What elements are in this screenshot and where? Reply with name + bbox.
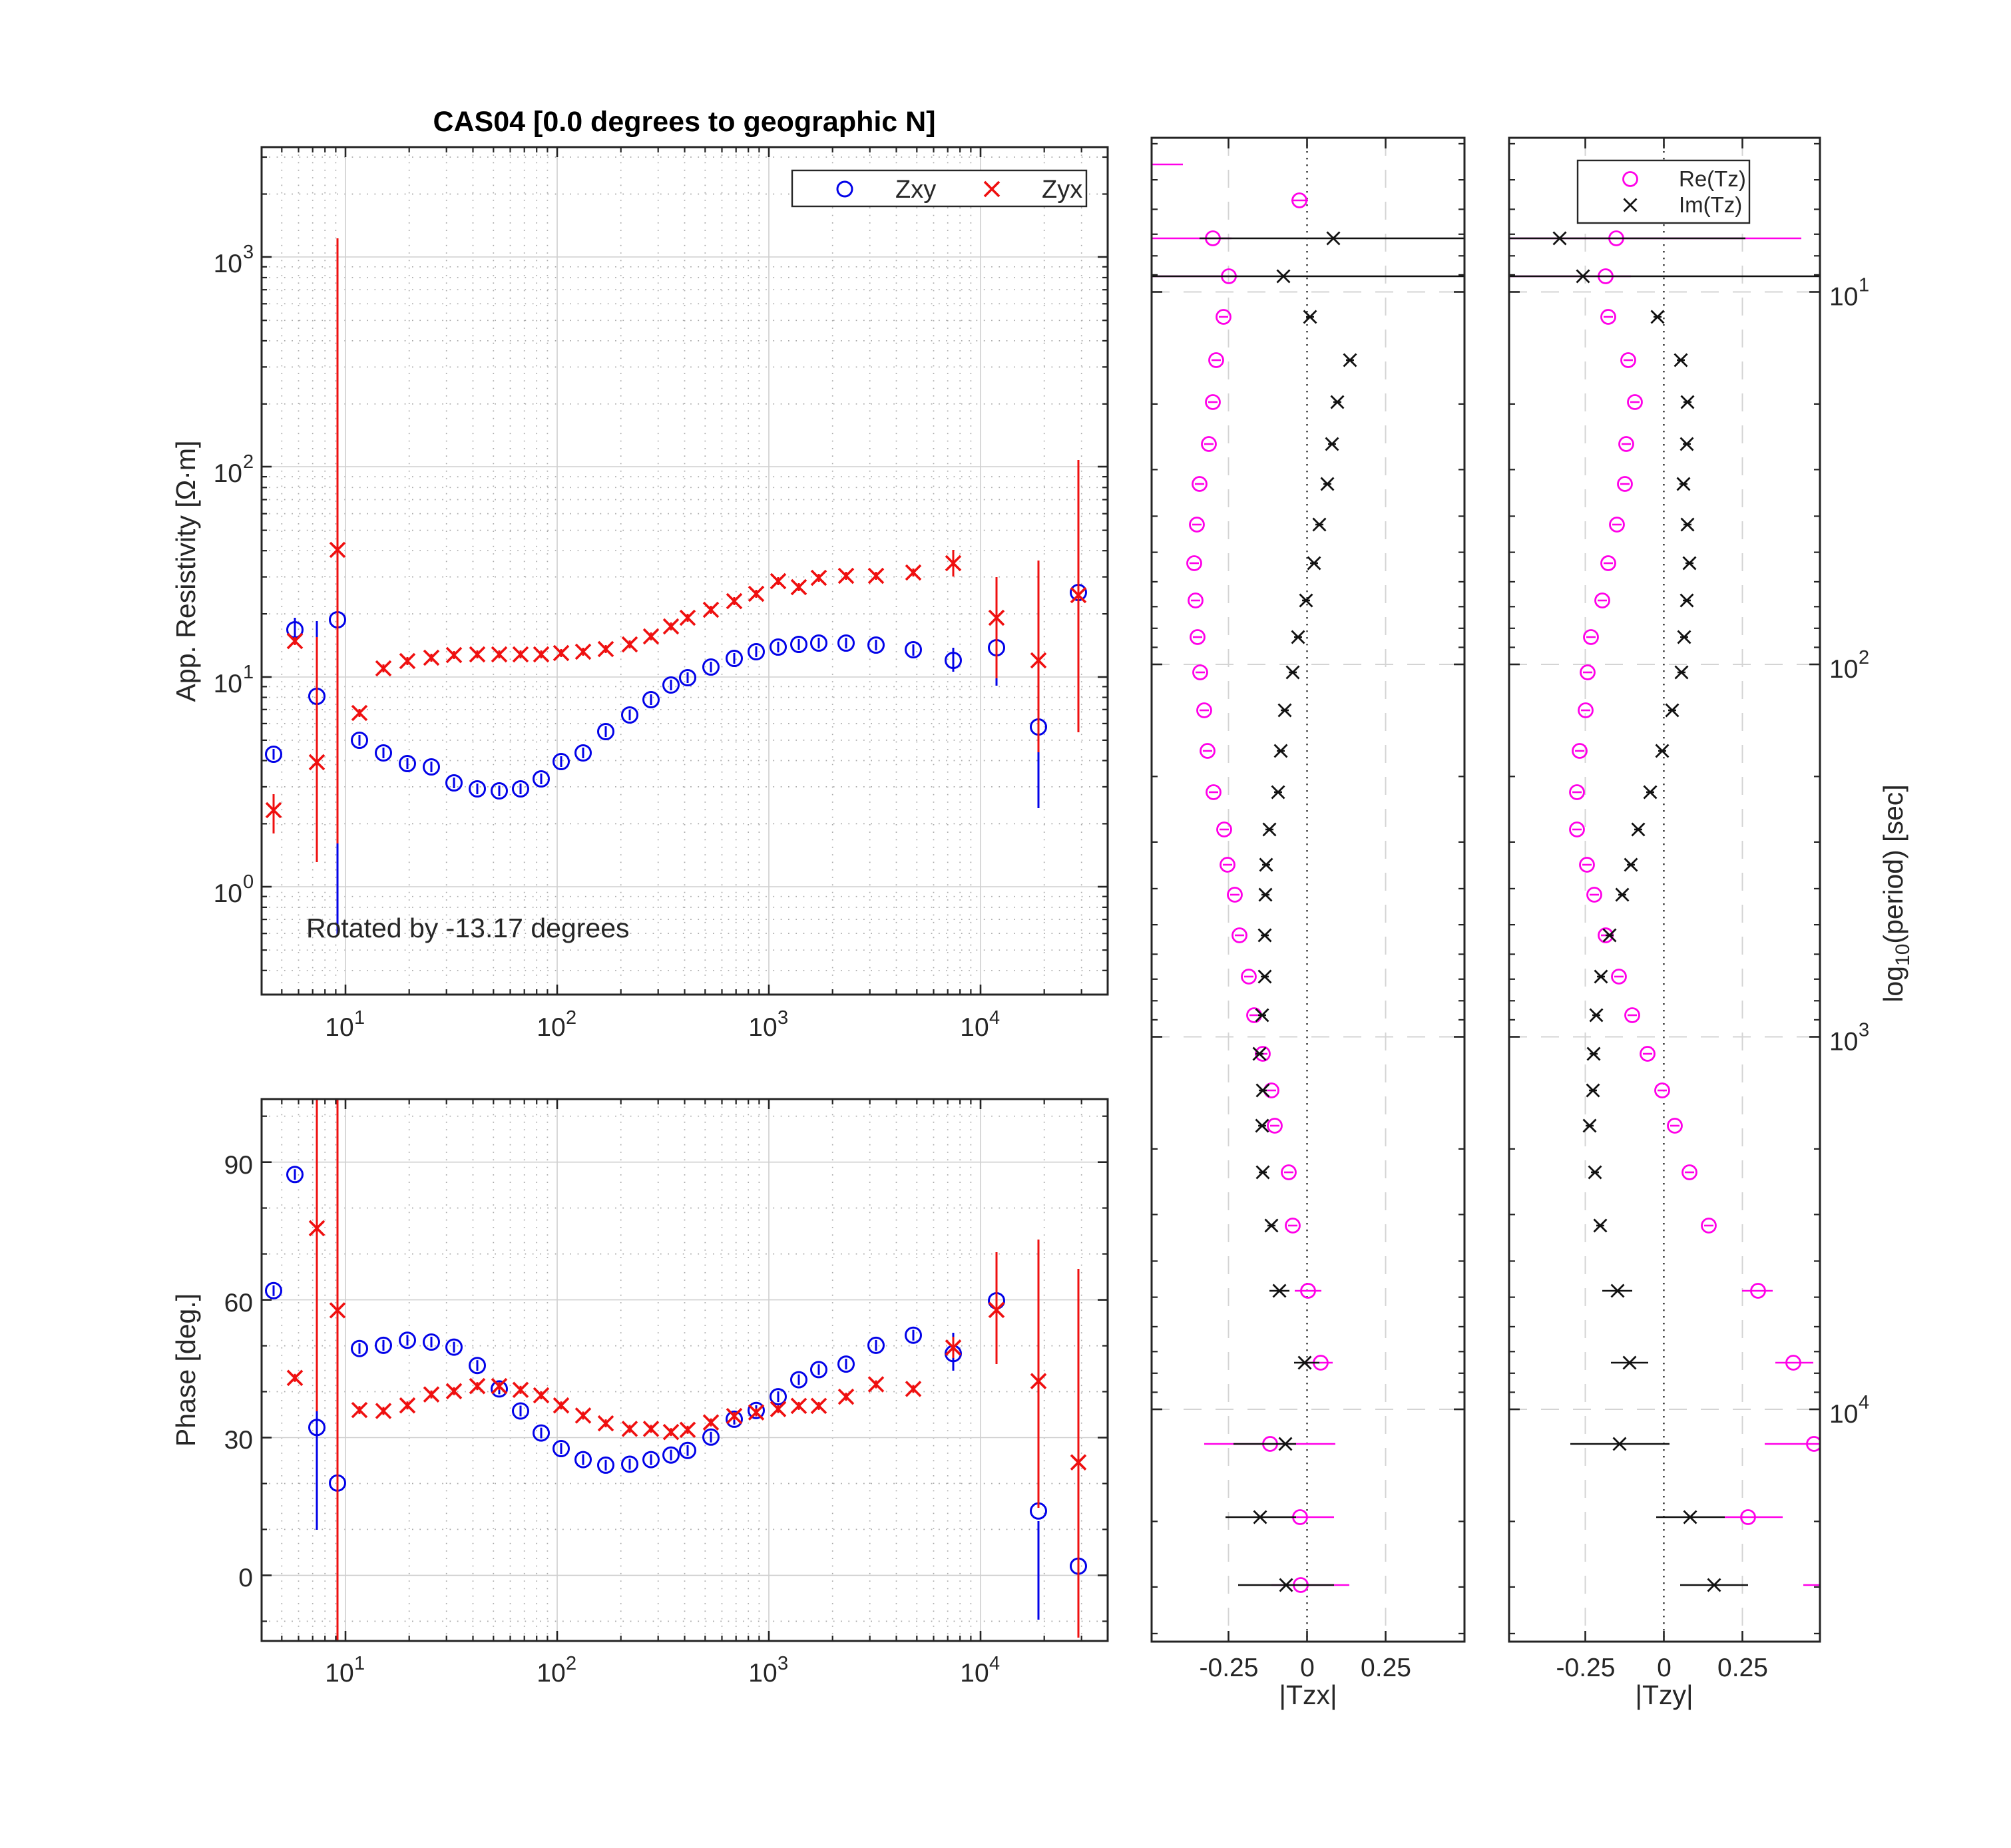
svg-text:|Tzy|: |Tzy| <box>1635 1680 1693 1710</box>
svg-text:0: 0 <box>1300 1654 1315 1682</box>
svg-text:0.25: 0.25 <box>1361 1654 1411 1682</box>
svg-text:60: 60 <box>224 1289 253 1317</box>
svg-text:App. Resistivity [Ω·m]: App. Resistivity [Ω·m] <box>170 441 201 702</box>
svg-text:0: 0 <box>1657 1654 1672 1682</box>
svg-text:10: 10 <box>214 879 242 908</box>
svg-text:0: 0 <box>238 1564 253 1592</box>
svg-text:3: 3 <box>1859 1020 1869 1041</box>
svg-text:10: 10 <box>748 1659 777 1688</box>
svg-text:|Tzx|: |Tzx| <box>1279 1680 1337 1710</box>
svg-text:10: 10 <box>960 1013 989 1042</box>
svg-text:2: 2 <box>1859 647 1869 668</box>
svg-text:10: 10 <box>1829 283 1858 312</box>
svg-text:Re(Tz): Re(Tz) <box>1679 166 1746 191</box>
svg-text:-0.25: -0.25 <box>1200 1654 1259 1682</box>
svg-text:10: 10 <box>1829 1028 1858 1056</box>
svg-text:10: 10 <box>1829 1400 1858 1429</box>
svg-text:3: 3 <box>778 1653 788 1674</box>
svg-text:0: 0 <box>243 871 254 893</box>
svg-text:10: 10 <box>748 1013 777 1042</box>
svg-text:10: 10 <box>214 250 242 278</box>
svg-text:3: 3 <box>778 1007 788 1029</box>
svg-text:2: 2 <box>566 1007 576 1029</box>
svg-text:10: 10 <box>214 670 242 698</box>
svg-text:10: 10 <box>214 459 242 488</box>
svg-text:1: 1 <box>354 1653 365 1674</box>
svg-text:3: 3 <box>243 242 254 263</box>
svg-text:4: 4 <box>989 1007 1000 1029</box>
svg-text:10: 10 <box>960 1659 989 1688</box>
svg-text:CAS04 [0.0 degrees to geograph: CAS04 [0.0 degrees to geographic N] <box>433 106 935 138</box>
svg-text:-0.25: -0.25 <box>1556 1654 1616 1682</box>
svg-text:0.25: 0.25 <box>1717 1654 1768 1682</box>
svg-text:10: 10 <box>325 1659 353 1688</box>
svg-text:2: 2 <box>566 1653 576 1674</box>
svg-text:1: 1 <box>243 662 254 683</box>
svg-text:30: 30 <box>224 1426 253 1455</box>
svg-text:2: 2 <box>243 451 254 473</box>
svg-text:1: 1 <box>354 1007 365 1029</box>
svg-text:1: 1 <box>1859 275 1869 296</box>
svg-text:Rotated by -13.17 degrees: Rotated by -13.17 degrees <box>306 913 630 943</box>
svg-text:10: 10 <box>325 1013 353 1042</box>
svg-text:Im(Tz): Im(Tz) <box>1679 192 1742 217</box>
svg-text:10: 10 <box>1829 655 1858 684</box>
svg-text:90: 90 <box>224 1151 253 1180</box>
svg-text:Zxy: Zxy <box>895 176 936 204</box>
svg-text:log10(period) [sec]: log10(period) [sec] <box>1878 784 1914 1002</box>
svg-text:4: 4 <box>1859 1392 1869 1413</box>
svg-text:Phase [deg.]: Phase [deg.] <box>170 1293 201 1447</box>
svg-text:Zyx: Zyx <box>1042 176 1082 204</box>
svg-text:10: 10 <box>537 1013 565 1042</box>
svg-text:4: 4 <box>989 1653 1000 1674</box>
svg-text:10: 10 <box>537 1659 565 1688</box>
